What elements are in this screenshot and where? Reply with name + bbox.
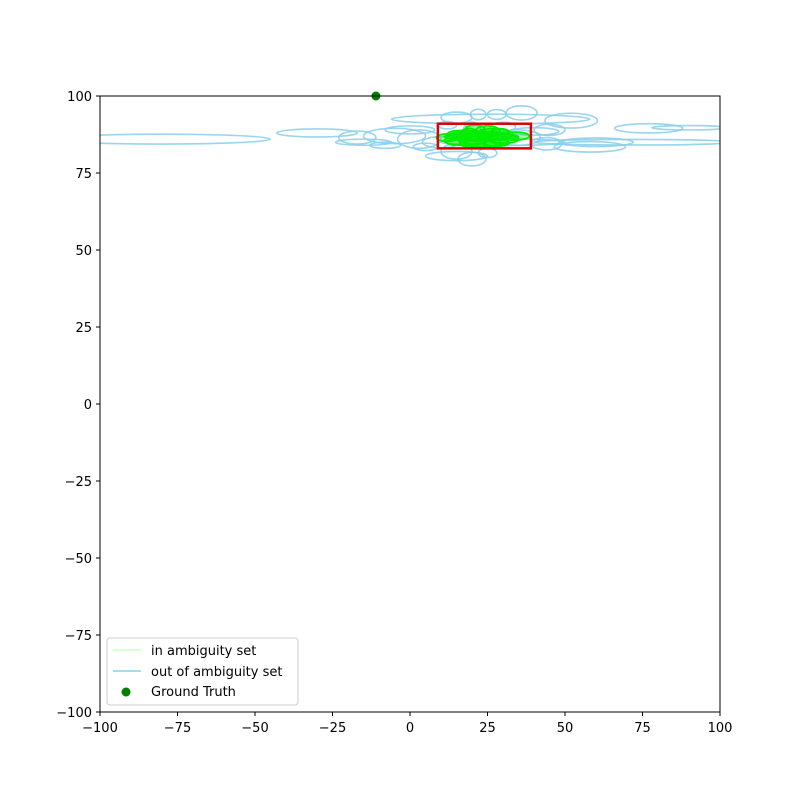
legend-label-out-of-set: out of ambiguity set xyxy=(151,665,282,680)
region-box xyxy=(436,122,533,150)
legend: in ambiguity set out of ambiguity set Gr… xyxy=(106,637,299,706)
y-tick-label: 0 xyxy=(84,398,92,413)
out-of-set-ellipse xyxy=(544,112,599,129)
x-tick-label: 0 xyxy=(406,721,414,736)
out-of-set-ellipse xyxy=(469,108,487,121)
out-of-set-ellipse xyxy=(505,105,538,121)
x-tick-label: −25 xyxy=(319,721,346,736)
x-tick-label: −75 xyxy=(164,721,191,736)
y-tick-label: −75 xyxy=(65,629,92,644)
out-of-set-ellipse xyxy=(651,124,720,131)
out-of-set-ellipse xyxy=(362,127,427,145)
x-tick-label: 75 xyxy=(634,721,651,736)
out-of-set-ellipse xyxy=(384,125,436,135)
y-tick-label: 75 xyxy=(75,167,92,182)
x-tick-label: 50 xyxy=(557,721,574,736)
out-of-set-ellipse xyxy=(396,129,442,150)
in-set-ellipses xyxy=(435,124,531,149)
in-set-ellipse xyxy=(489,127,511,137)
legend-box xyxy=(106,637,299,706)
legend-label-ground-truth: Ground Truth xyxy=(151,685,236,700)
x-tick-label: −50 xyxy=(241,721,268,736)
in-set-ellipse xyxy=(446,138,467,147)
x-axis: −100 −75 −50 −25 0 25 50 75 100 xyxy=(82,712,732,736)
plot-background xyxy=(100,96,720,712)
out-of-set-ellipse xyxy=(424,150,489,162)
x-tick-label: −100 xyxy=(82,721,118,736)
out-of-set-ellipse xyxy=(457,151,487,167)
out-of-set-ellipse xyxy=(553,140,627,153)
out-of-set-ellipse xyxy=(100,133,272,145)
y-tick-label: −25 xyxy=(65,475,92,490)
out-of-set-ellipse xyxy=(533,123,566,137)
in-set-ellipse xyxy=(443,132,520,141)
x-tick-label: 25 xyxy=(479,721,496,736)
x-tick-label: 100 xyxy=(708,721,733,736)
y-tick-label: −50 xyxy=(65,552,92,567)
y-axis: −100 −75 −50 −25 0 25 50 75 100 xyxy=(56,90,100,721)
legend-marker-ground-truth xyxy=(121,687,131,697)
legend-label-in-set: in ambiguity set xyxy=(151,644,256,659)
out-of-set-ellipse xyxy=(275,128,359,138)
y-tick-label: −100 xyxy=(56,706,92,721)
out-of-set-ellipse xyxy=(368,141,402,150)
out-of-set-ellipse xyxy=(613,122,684,134)
out-of-set-ellipse xyxy=(557,137,634,148)
region-layer xyxy=(436,122,533,150)
y-tick-label: 100 xyxy=(67,90,92,105)
y-tick-label: 25 xyxy=(75,321,92,336)
plot-content xyxy=(100,105,720,167)
y-tick-label: 50 xyxy=(75,244,92,259)
out-of-set-ellipse xyxy=(337,130,377,145)
